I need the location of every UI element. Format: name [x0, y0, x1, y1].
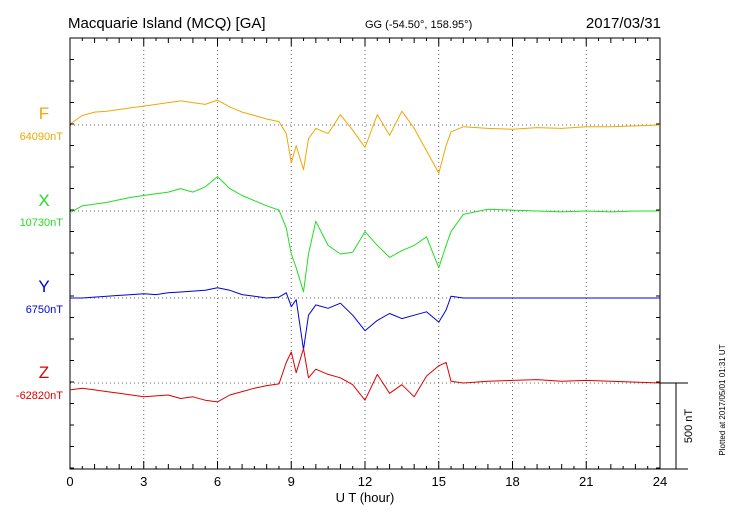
series-line-z	[69, 348, 661, 403]
chart-date: 2017/03/31	[586, 15, 661, 32]
series-baseline-y: 6750nT	[26, 304, 64, 316]
x-tick-label: 24	[653, 474, 667, 489]
series-line-x	[69, 176, 660, 293]
plotted-timestamp: Plotted at 2017/05/01 01:31 UT	[718, 344, 727, 455]
x-axis-ticks: 0 3 6 9 12 15 18 21 24	[66, 37, 667, 489]
x-tick-label: 0	[66, 474, 73, 489]
series-baseline-z: -62820nT	[16, 390, 63, 402]
x-tick-label: 15	[432, 474, 446, 489]
series-name-x: X	[38, 191, 49, 210]
scale-bar-label: 500 nT	[683, 409, 695, 444]
x-axis-label: U T (hour)	[336, 490, 395, 505]
x-tick-label: 3	[140, 474, 147, 489]
x-tick-label: 6	[214, 474, 221, 489]
chart-title: Macquarie Island (MCQ) [GA]	[68, 15, 266, 32]
x-tick-label: 21	[579, 474, 593, 489]
series-name-z: Z	[39, 363, 49, 382]
x-tick-label: 18	[505, 474, 519, 489]
series-line-y	[70, 287, 660, 351]
x-tick-label: 9	[288, 474, 295, 489]
series-name-f: F	[39, 104, 49, 123]
series-baseline-f: 64090nT	[20, 131, 64, 143]
scale-bar: 500 nT	[660, 382, 695, 470]
station-coordinates: GG (-54.50°, 158.95°)	[365, 19, 472, 31]
series-line-f	[69, 99, 661, 174]
grid-lines	[70, 38, 660, 469]
x-tick-label: 12	[358, 474, 372, 489]
series-lines	[69, 99, 661, 403]
series-baseline-x: 10730nT	[20, 217, 64, 229]
series-labels: F 64090nT X 10730nT Y 6750nT Z -62820nT	[16, 104, 63, 402]
series-name-y: Y	[38, 277, 49, 296]
